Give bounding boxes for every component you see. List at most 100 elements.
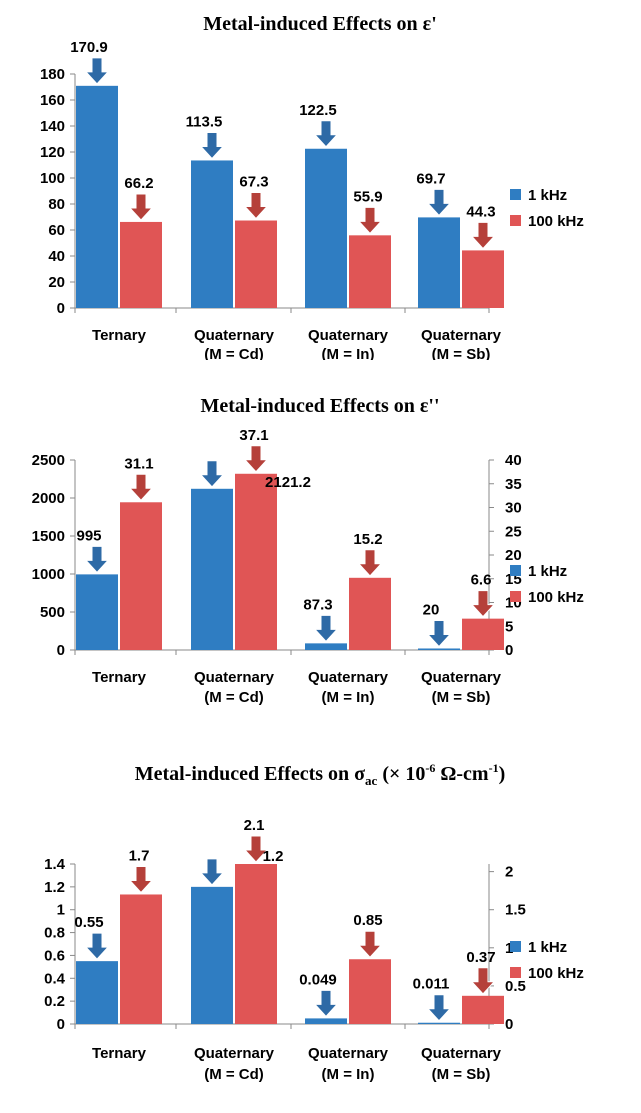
chart1-y-tick-label: 120 [40,144,65,161]
chart1-bar-1khz [418,217,460,308]
chart2-y-tick-label: 1000 [32,566,65,583]
chart2-bar-100khz [349,577,391,650]
chart1-category-label: Quaternary [194,327,275,344]
chart3-title: Metal-induced Effects on σac (× 10-6 Ω-c… [135,761,506,788]
chart2-arrow-100khz [357,549,383,577]
chart3-arrow-1khz [313,989,339,1018]
chart1-data-label-1khz: 170.9 [70,39,108,56]
chart1-arrow-1khz [199,131,225,160]
chart2-y2-tick-label: 35 [505,476,522,493]
chart1-y-tick-label: 20 [48,274,65,291]
chart3-data-label-100khz: 0.85 [353,912,382,929]
chart1-data-label-1khz: 113.5 [186,113,223,130]
chart1-category-label: (M = Sb) [432,346,491,360]
chart3-y-tick-label: 0.4 [44,970,66,987]
chart1-bar-100khz [462,250,504,308]
chart2-data-label-100khz: 15.2 [353,531,382,548]
chart1-bar-1khz [305,148,347,308]
chart2-y2-tick-label: 40 [505,452,522,469]
chart1-title: Metal-induced Effects on ε' [203,13,437,35]
chart3-bar-100khz [235,864,277,1024]
chart2-category-label: Quaternary [421,669,502,686]
chart3-bar-1khz [191,886,233,1024]
chart2-arrow-100khz [128,473,154,502]
chart3-y-tick-label: 1.4 [44,856,66,873]
chart1-category-label: Quaternary [308,327,389,344]
chart2-category-label: (M = Sb) [432,689,491,706]
chart-epsilon-real: Metal-induced Effects on ε' 0 20 40 60 80 100 1… [0,0,641,360]
chart2-bar-1khz [418,648,460,650]
chart1-y-tick-label: 100 [40,170,65,187]
chart2-y2-tick-label: 20 [505,547,522,564]
chart3-y2-tick-label: 2 [505,864,513,881]
chart1-data-label-100khz: 55.9 [353,188,382,205]
chart2-bar-100khz [462,618,504,650]
chart2-data-label-1khz: 2121.2 [265,474,311,491]
chart3-data-label-100khz: 2.1 [244,817,265,834]
chart1-arrow-1khz [426,188,452,217]
chart3-category-label: (M = Cd) [204,1066,264,1083]
chart3-legend-label-1khz: 1 kHz [528,939,567,956]
chart2-y2-tick-label: 25 [505,523,522,540]
chart2-category-label: (M = Cd) [204,689,264,706]
chart2-data-label-1khz: 20 [423,601,440,618]
chart3-data-label-1khz: 0.011 [413,976,450,993]
chart2-arrow-100khz [243,445,269,473]
chart-epsilon-real-svg: Metal-induced Effects on ε' 0 20 40 60 80 100 1… [40,13,584,360]
chart2-arrow-1khz [84,545,110,574]
chart3-y2-tick-label: 1 [505,940,513,957]
chart3-y-tick-label: 0.2 [44,993,65,1010]
chart1-arrow-1khz [84,57,110,85]
chart1-legend-swatch-1khz [510,189,521,200]
chart2-y2-tick-label: 5 [505,618,513,635]
chart3-y2-tick-label: 1.5 [505,902,526,919]
chart1-y-tick-label: 80 [48,196,65,213]
chart2-data-label-1khz: 995 [76,527,101,544]
chart1-category-label: (M = In) [322,346,375,360]
chart1-legend-label-1khz: 1 kHz [528,187,567,204]
chart1-arrow-100khz [243,192,269,220]
chart1-bar-1khz [76,85,118,308]
chart3-arrow-100khz [470,967,496,995]
chart3-category-label: Quaternary [421,1045,502,1062]
chart3-bar-1khz [418,1022,460,1024]
chart3-category-label: Quaternary [308,1045,389,1062]
chart2-bar-100khz [120,502,162,650]
chart2-category-label: Quaternary [194,669,275,686]
chart2-category-label: (M = In) [322,689,375,706]
chart2-y-tick-label: 500 [40,604,65,621]
chart3-y-tick-label: 0.6 [44,947,65,964]
chart3-data-label-1khz: 0.55 [74,914,103,931]
chart3-bar-100khz [462,995,504,1024]
chart2-category-label: Ternary [92,669,147,686]
chart1-category-label: (M = Cd) [204,346,264,360]
chart3-data-label-100khz: 0.37 [466,949,495,966]
chart2-arrow-1khz [199,460,225,488]
chart1-category-label: Ternary [92,327,147,344]
chart2-y-tick-label: 2500 [32,452,65,469]
chart1-legend-label-100khz: 100 kHz [528,213,584,230]
chart2-y2-tick-label: 30 [505,500,522,517]
chart3-data-label-100khz: 1.7 [129,847,150,864]
chart2-bar-1khz [191,488,233,650]
chart3-category-label: Quaternary [194,1045,275,1062]
chart1-y-tick-label: 0 [57,300,65,317]
chart1-data-label-1khz: 69.7 [416,170,445,187]
chart1-legend-swatch-100khz [510,215,521,226]
chart3-bar-100khz [349,959,391,1024]
chart3-y-tick-label: 1.2 [44,879,65,896]
chart2-data-label-100khz: 6.6 [471,572,492,589]
chart3-legend-label-100khz: 100 kHz [528,965,584,982]
chart2-data-label-100khz: 37.1 [239,427,268,444]
chart2-data-label-1khz: 87.3 [303,596,332,613]
chart3-legend-swatch-100khz [510,967,521,978]
chart3-legend-swatch-1khz [510,941,521,952]
chart3-y2-tick-label: 0.5 [505,978,526,995]
chart-sigma-ac: Metal-induced Effects on σac (× 10-6 Ω-c… [0,740,641,1113]
chart1-arrow-100khz [128,193,154,221]
chart1-data-label-100khz: 66.2 [124,175,153,192]
chart1-bar-1khz [191,160,233,308]
chart2-legend-swatch-1khz [510,565,521,576]
chart1-arrow-100khz [470,221,496,250]
chart3-bar-100khz [120,894,162,1024]
